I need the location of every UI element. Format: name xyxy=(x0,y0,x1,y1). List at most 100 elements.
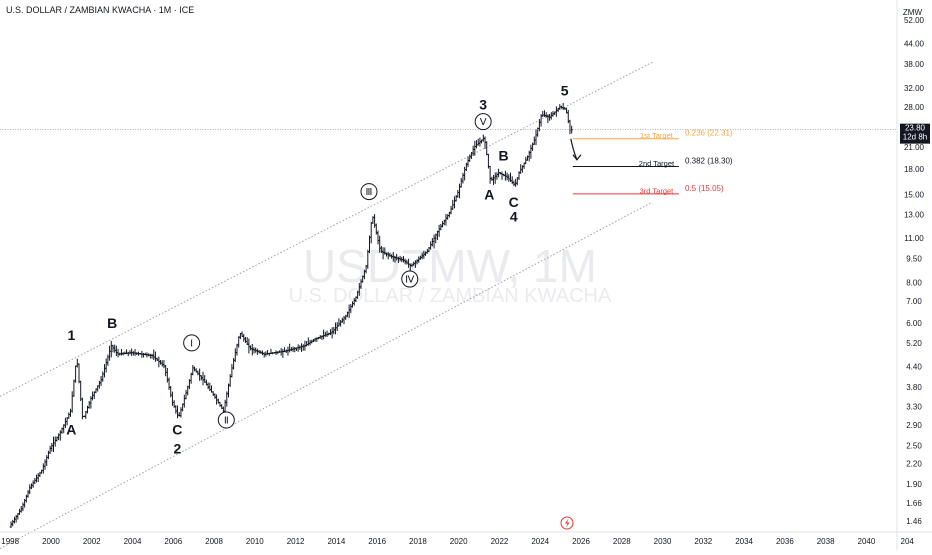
x-tick-label: 2002 xyxy=(83,537,101,546)
fib-level-1[interactable]: 0.236 (22.31) 1st Target xyxy=(572,129,733,141)
price-bar xyxy=(296,344,300,352)
arrow-head[interactable] xyxy=(572,154,582,161)
price-bar xyxy=(106,354,110,366)
price-bar xyxy=(312,339,315,343)
price-box xyxy=(900,123,930,144)
y-tick-label: 32.00 xyxy=(904,84,925,93)
price-bar xyxy=(211,391,215,396)
wave-label-ring xyxy=(401,270,419,288)
x-tick-label: 2016 xyxy=(368,537,386,546)
price-bar xyxy=(57,433,60,441)
x-tick-label: 2022 xyxy=(491,537,509,546)
price-bar xyxy=(463,166,466,181)
price-bar xyxy=(169,385,173,398)
wave-label[interactable]: 5 xyxy=(561,82,569,98)
price-bar xyxy=(454,194,458,202)
price-bar xyxy=(505,172,509,181)
y-tick-label: 21.00 xyxy=(904,143,925,152)
channel-line-lower[interactable] xyxy=(0,201,653,549)
wave-label[interactable]: C xyxy=(509,194,519,210)
price-bar xyxy=(36,473,40,483)
price-bar xyxy=(19,506,23,513)
price-bar xyxy=(242,333,246,342)
price-bar xyxy=(201,371,205,386)
price-bar xyxy=(193,366,196,372)
price-bar xyxy=(91,391,94,401)
wave-label-text: Ⅴ xyxy=(480,117,487,128)
wave-label[interactable]: 4 xyxy=(510,209,518,225)
price-bar xyxy=(534,129,538,146)
fibonacci-targets[interactable]: 0.236 (22.31) 1st Target 0.382 (18.30) 2nd … xyxy=(572,129,733,196)
wave-label[interactable]: A xyxy=(66,422,76,438)
price-bar xyxy=(568,119,572,135)
price-bar xyxy=(293,346,297,353)
wave-label[interactable]: A xyxy=(484,186,494,202)
lightning-logo-icon[interactable] xyxy=(560,516,574,530)
wave-label[interactable]: B xyxy=(498,147,508,163)
y-tick-label: 5.20 xyxy=(906,339,922,348)
wave-label[interactable]: 2 xyxy=(173,440,181,456)
time-axis[interactable]: 1998 2000 2002 2004 2006 2008 2010 2012 2014 2016… xyxy=(0,531,932,546)
price-bar xyxy=(325,330,329,338)
x-tick-label: 2000 xyxy=(42,537,60,546)
price-bar xyxy=(48,445,52,454)
price-bar xyxy=(301,344,305,351)
price-bar xyxy=(50,442,54,452)
wave-label[interactable]: 1 xyxy=(67,327,75,343)
wave-label-circled[interactable]: Ⅴ xyxy=(474,113,492,131)
wave-label-circled[interactable]: Ⅱ xyxy=(217,411,235,429)
price-bar xyxy=(164,364,167,377)
wave-label[interactable]: B xyxy=(107,315,117,331)
price-bar xyxy=(488,165,492,184)
x-tick-label: 2020 xyxy=(450,537,468,546)
price-bar xyxy=(120,348,123,356)
projection-arrow[interactable] xyxy=(570,138,582,161)
price-bar xyxy=(53,436,57,447)
price-bar xyxy=(324,331,327,337)
x-tick-label: 2036 xyxy=(776,537,794,546)
price-bar xyxy=(532,136,536,145)
watermark-name: U.S. DOLLAR / ZAMBIAN KWACHA xyxy=(289,285,612,307)
price-bar xyxy=(152,349,156,360)
wave-label[interactable]: C xyxy=(172,422,182,438)
x-tick-label: 2028 xyxy=(613,537,631,546)
price-axis[interactable]: 1.46 1.66 1.90 2.20 2.50 2.90 3.30 3.80 4.40 5.20… xyxy=(896,0,925,550)
price-bar xyxy=(166,367,169,383)
price-bar xyxy=(154,351,157,362)
price-bar xyxy=(555,106,558,117)
price-bar xyxy=(167,377,171,390)
price-bar xyxy=(493,172,497,184)
price-bar xyxy=(13,516,16,524)
price-bar xyxy=(286,346,290,356)
price-bar xyxy=(206,382,210,390)
price-value: 23.80 xyxy=(905,124,926,133)
y-tick-label: 3.30 xyxy=(906,403,922,412)
price-channel[interactable] xyxy=(0,61,653,549)
price-bar xyxy=(43,459,47,470)
x-tick-label: 2018 xyxy=(409,537,427,546)
price-bar xyxy=(184,389,188,400)
y-tick-label: 2.20 xyxy=(906,460,922,469)
price-bar xyxy=(30,483,33,490)
price-bar xyxy=(529,144,533,159)
wave-label-circled[interactable]: Ⅲ xyxy=(360,183,378,201)
price-bar xyxy=(510,176,514,185)
symbol-title: U.S. DOLLAR / ZAMBIAN KWACHA · 1M · ICE xyxy=(6,5,195,15)
price-bar xyxy=(456,189,460,198)
fib-level-3[interactable]: 0.5 (15.05) 3rd Target xyxy=(572,184,724,196)
price-bar xyxy=(507,174,511,182)
wave-label-circled[interactable]: Ⅳ xyxy=(401,270,419,288)
x-tick-label: 2024 xyxy=(531,537,549,546)
price-bar xyxy=(128,350,132,355)
wave-label[interactable]: 3 xyxy=(479,96,487,112)
price-bar xyxy=(561,102,565,111)
price-bar xyxy=(150,353,154,359)
price-bar xyxy=(142,352,145,358)
fib-level-2[interactable]: 0.382 (18.30) 2nd Target xyxy=(572,156,733,168)
wave-label-circled[interactable]: Ⅰ xyxy=(183,334,201,352)
x-tick-label: 2004 xyxy=(124,537,142,546)
x-tick-label: 2010 xyxy=(246,537,264,546)
